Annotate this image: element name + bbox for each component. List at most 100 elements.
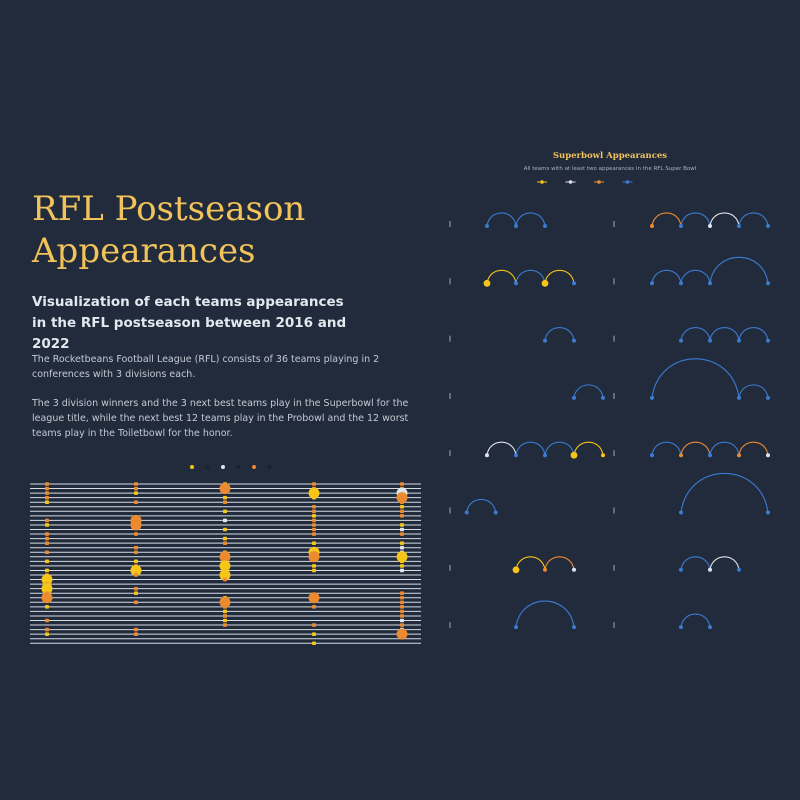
- appearance-dot: [45, 627, 49, 632]
- appearance-point: [650, 453, 654, 458]
- appearance-dot: [223, 527, 227, 532]
- appearance-dot: [223, 495, 227, 500]
- legend-swatch-dark: [205, 465, 210, 469]
- appearance-dot: [223, 536, 227, 541]
- appearance-arc: [680, 472, 769, 513]
- appearance-point: [601, 395, 605, 400]
- page-subtitle: Visualization of each teams appearances …: [32, 294, 347, 352]
- appearance-dot: [312, 632, 316, 636]
- appearance-point: [514, 224, 518, 228]
- appearance-point: [766, 224, 770, 228]
- appearance-dot: [45, 618, 49, 623]
- appearance-dot-large: [130, 564, 142, 576]
- appearance-arc: [709, 327, 740, 341]
- appearance-dot: [134, 482, 138, 486]
- appearance-arc: [515, 600, 575, 628]
- appearance-dot: [134, 559, 138, 564]
- appearance-dot: [134, 573, 138, 577]
- appearance-point: [708, 453, 712, 458]
- appearance-point: [543, 453, 547, 458]
- appearance-point: [570, 451, 578, 459]
- appearance-point: [679, 625, 683, 630]
- appearance-arc: [680, 556, 711, 570]
- appearance-dot: [400, 541, 404, 545]
- appearance-point: [514, 281, 518, 286]
- appearance-dot: [400, 623, 404, 627]
- appearance-dot: [45, 559, 49, 564]
- appearance-dot: [134, 600, 138, 605]
- appearance-point: [650, 224, 654, 228]
- appearance-dot: [45, 486, 49, 491]
- legend-swatch-dark: [236, 465, 241, 469]
- intro-paragraph-2: The 3 division winners and the 3 next be…: [32, 398, 409, 439]
- appearance-dot: [312, 482, 316, 486]
- appearance-dot: [400, 568, 404, 573]
- appearance-dot: [45, 550, 49, 555]
- appearance-point: [679, 510, 683, 515]
- appearance-arc: [738, 327, 769, 341]
- appearance-arc: [680, 269, 711, 284]
- appearance-point: [541, 279, 549, 287]
- appearance-point: [679, 224, 683, 228]
- appearance-dot: [223, 518, 227, 523]
- appearance-point: [650, 281, 654, 286]
- appearance-point: [737, 395, 741, 400]
- appearance-dot: [223, 500, 227, 504]
- appearance-dot: [223, 577, 227, 582]
- appearance-dot: [312, 605, 316, 609]
- appearance-dot: [45, 500, 49, 504]
- appearance-point: [737, 453, 741, 458]
- appearance-dot: [45, 632, 49, 636]
- appearance-arc: [738, 212, 769, 227]
- appearance-point: [708, 625, 712, 630]
- appearance-arc: [515, 441, 546, 456]
- appearance-dot: [223, 618, 227, 623]
- appearance-arc: [680, 327, 711, 341]
- appearance-dot: [134, 586, 138, 591]
- appearance-point: [572, 338, 576, 343]
- appearance-dot: [400, 595, 404, 600]
- appearance-arc: [651, 441, 682, 456]
- appearance-point: [708, 567, 712, 572]
- appearance-point: [737, 224, 741, 228]
- superbowl-subtitle: All teams with at least two appearances …: [523, 166, 697, 172]
- appearance-dot: [312, 518, 316, 523]
- appearance-point: [485, 224, 489, 228]
- appearance-dot: [223, 623, 227, 627]
- legend-swatch-dark: [267, 465, 272, 469]
- appearance-dot: [223, 541, 227, 545]
- appearance-dot: [312, 509, 316, 514]
- appearance-point: [766, 338, 770, 343]
- appearance-dot-large: [219, 596, 231, 608]
- appearance-dot-large: [41, 592, 53, 604]
- appearance-dot: [134, 532, 138, 536]
- appearance-point: [512, 566, 520, 574]
- appearance-dot: [312, 495, 316, 500]
- appearance-arc: [709, 256, 769, 284]
- appearance-point: [766, 453, 770, 458]
- appearance-dot-large: [396, 551, 408, 563]
- appearance-dot: [134, 632, 138, 636]
- sb-legend-dot-orange: [597, 180, 601, 184]
- appearance-point: [679, 453, 683, 458]
- appearance-arc: [544, 556, 575, 570]
- appearance-dot-large: [308, 487, 320, 499]
- appearance-dot: [45, 536, 49, 541]
- appearance-point: [679, 281, 683, 286]
- appearance-point: [485, 453, 489, 458]
- appearance-dot: [312, 623, 316, 627]
- appearance-point: [514, 453, 518, 458]
- appearance-arc: [680, 212, 711, 227]
- appearance-dot: [223, 614, 227, 618]
- appearance-dot: [400, 605, 404, 609]
- sb-legend-dot-yellow: [540, 180, 544, 184]
- appearance-point: [483, 279, 491, 287]
- appearance-point: [601, 453, 605, 458]
- appearance-arc: [544, 327, 575, 341]
- appearance-arc: [486, 212, 517, 227]
- appearance-dot-large: [130, 519, 142, 531]
- appearance-dot: [400, 559, 404, 564]
- appearance-point: [679, 338, 683, 343]
- appearance-arc: [515, 212, 546, 227]
- appearance-point: [543, 224, 547, 228]
